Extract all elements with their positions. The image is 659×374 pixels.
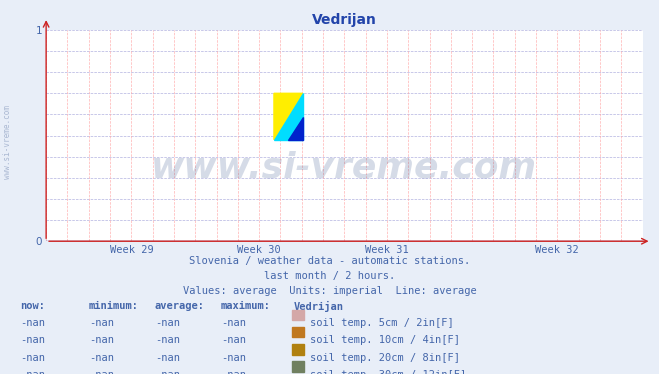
Text: soil temp. 5cm / 2in[F]: soil temp. 5cm / 2in[F] — [310, 318, 454, 328]
Polygon shape — [274, 94, 302, 140]
Text: www.si-vreme.com: www.si-vreme.com — [3, 105, 13, 179]
Text: soil temp. 30cm / 12in[F]: soil temp. 30cm / 12in[F] — [310, 370, 467, 374]
Text: average:: average: — [155, 301, 205, 311]
Text: -nan: -nan — [89, 370, 114, 374]
Polygon shape — [288, 117, 302, 140]
Text: -nan: -nan — [155, 370, 180, 374]
Polygon shape — [274, 94, 302, 140]
Text: last month / 2 hours.: last month / 2 hours. — [264, 271, 395, 281]
Text: -nan: -nan — [221, 353, 246, 363]
Text: Vedrijan: Vedrijan — [293, 301, 343, 312]
Text: maximum:: maximum: — [221, 301, 271, 311]
Text: soil temp. 20cm / 8in[F]: soil temp. 20cm / 8in[F] — [310, 353, 461, 363]
Text: now:: now: — [20, 301, 45, 311]
Text: -nan: -nan — [221, 370, 246, 374]
Text: Values: average  Units: imperial  Line: average: Values: average Units: imperial Line: av… — [183, 286, 476, 296]
Text: -nan: -nan — [155, 318, 180, 328]
Text: soil temp. 10cm / 4in[F]: soil temp. 10cm / 4in[F] — [310, 335, 461, 346]
Text: www.si-vreme.com: www.si-vreme.com — [152, 150, 537, 184]
Text: -nan: -nan — [89, 353, 114, 363]
Text: -nan: -nan — [155, 335, 180, 346]
Text: -nan: -nan — [20, 370, 45, 374]
Text: -nan: -nan — [20, 353, 45, 363]
Title: Vedrijan: Vedrijan — [312, 13, 377, 27]
Text: Slovenia / weather data - automatic stations.: Slovenia / weather data - automatic stat… — [189, 256, 470, 266]
Text: -nan: -nan — [20, 318, 45, 328]
Text: minimum:: minimum: — [89, 301, 139, 311]
Text: -nan: -nan — [89, 335, 114, 346]
Text: -nan: -nan — [221, 335, 246, 346]
Text: -nan: -nan — [221, 318, 246, 328]
Text: -nan: -nan — [155, 353, 180, 363]
Text: -nan: -nan — [89, 318, 114, 328]
Text: -nan: -nan — [20, 335, 45, 346]
